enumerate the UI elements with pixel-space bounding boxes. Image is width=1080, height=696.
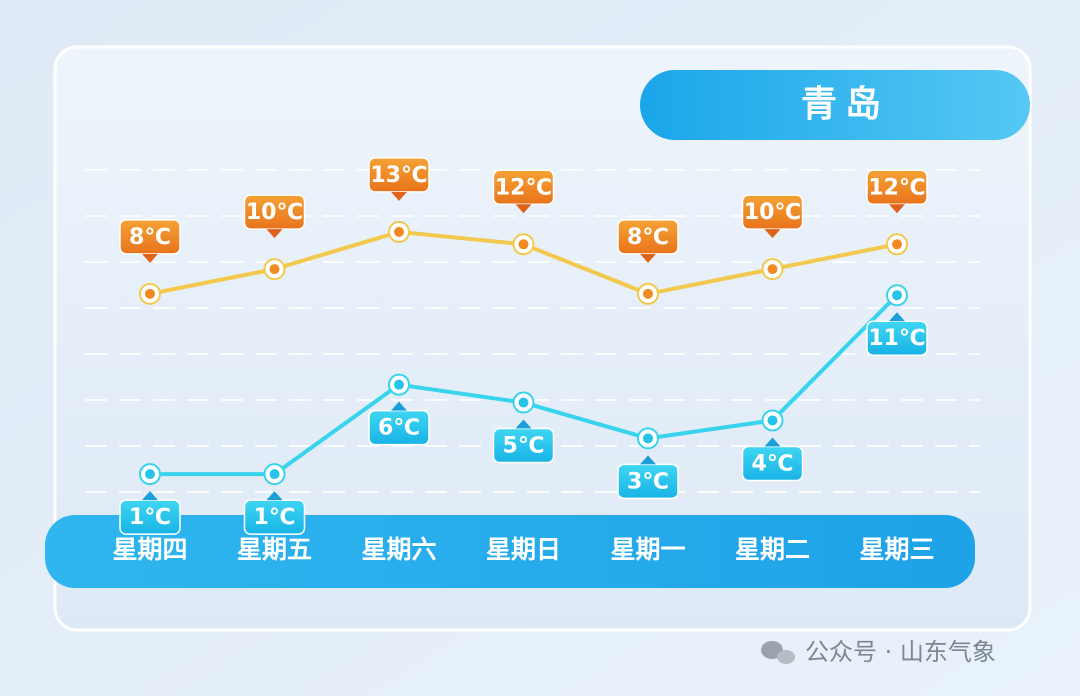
value-label: 1℃ — [254, 505, 296, 530]
point-core — [394, 379, 404, 390]
x-tick-label: 星期日 — [486, 535, 561, 564]
value-label: 5℃ — [503, 434, 545, 459]
point-core — [643, 433, 653, 444]
label-pointer — [515, 204, 532, 214]
value-label: 8℃ — [627, 225, 669, 250]
label-pointer — [889, 204, 905, 214]
point-core — [394, 226, 404, 237]
value-label: 13℃ — [370, 163, 427, 188]
point-core — [892, 290, 902, 301]
point-core — [643, 288, 653, 299]
point-core — [767, 415, 778, 426]
point-core — [269, 264, 280, 275]
title-pill — [640, 70, 1030, 140]
value-label: 12℃ — [868, 175, 925, 200]
point-core — [145, 469, 155, 480]
chart-title: 青岛 — [801, 84, 889, 125]
label-pointer — [142, 253, 158, 263]
point-core — [518, 239, 529, 250]
label-pointer — [764, 437, 781, 447]
value-label: 11℃ — [868, 326, 925, 351]
label-pointer — [266, 491, 283, 501]
label-pointer — [391, 191, 407, 201]
value-label: 3℃ — [627, 469, 669, 494]
x-tick-label: 星期一 — [610, 535, 685, 564]
label-pointer — [391, 401, 407, 411]
watermark-icon — [761, 641, 783, 659]
watermark-text: 公众号 · 山东气象 — [805, 638, 996, 666]
x-tick-label: 星期六 — [361, 535, 436, 564]
label-pointer — [640, 253, 656, 263]
label-pointer — [640, 455, 656, 465]
x-tick-label: 星期四 — [112, 535, 187, 564]
value-label: 4℃ — [752, 451, 794, 476]
x-tick-label: 星期五 — [237, 535, 312, 564]
x-tick-label: 星期三 — [859, 535, 934, 564]
value-label: 12℃ — [495, 175, 552, 200]
label-pointer — [764, 229, 781, 239]
label-pointer — [142, 491, 158, 501]
value-label: 10℃ — [744, 200, 801, 225]
point-core — [269, 469, 280, 480]
value-label: 6℃ — [378, 416, 420, 441]
label-pointer — [515, 419, 532, 429]
point-core — [145, 288, 155, 299]
value-label: 1℃ — [129, 505, 171, 530]
watermark-icon — [777, 650, 795, 664]
watermark: 公众号 · 山东气象 — [761, 638, 996, 666]
point-core — [892, 239, 902, 250]
label-pointer — [266, 229, 283, 239]
point-core — [518, 397, 529, 408]
label-pointer — [889, 312, 905, 322]
panel — [53, 45, 1032, 632]
point-core — [767, 264, 778, 275]
x-tick-label: 星期二 — [735, 535, 810, 564]
value-label: 10℃ — [246, 200, 303, 225]
value-label: 8℃ — [129, 225, 171, 250]
